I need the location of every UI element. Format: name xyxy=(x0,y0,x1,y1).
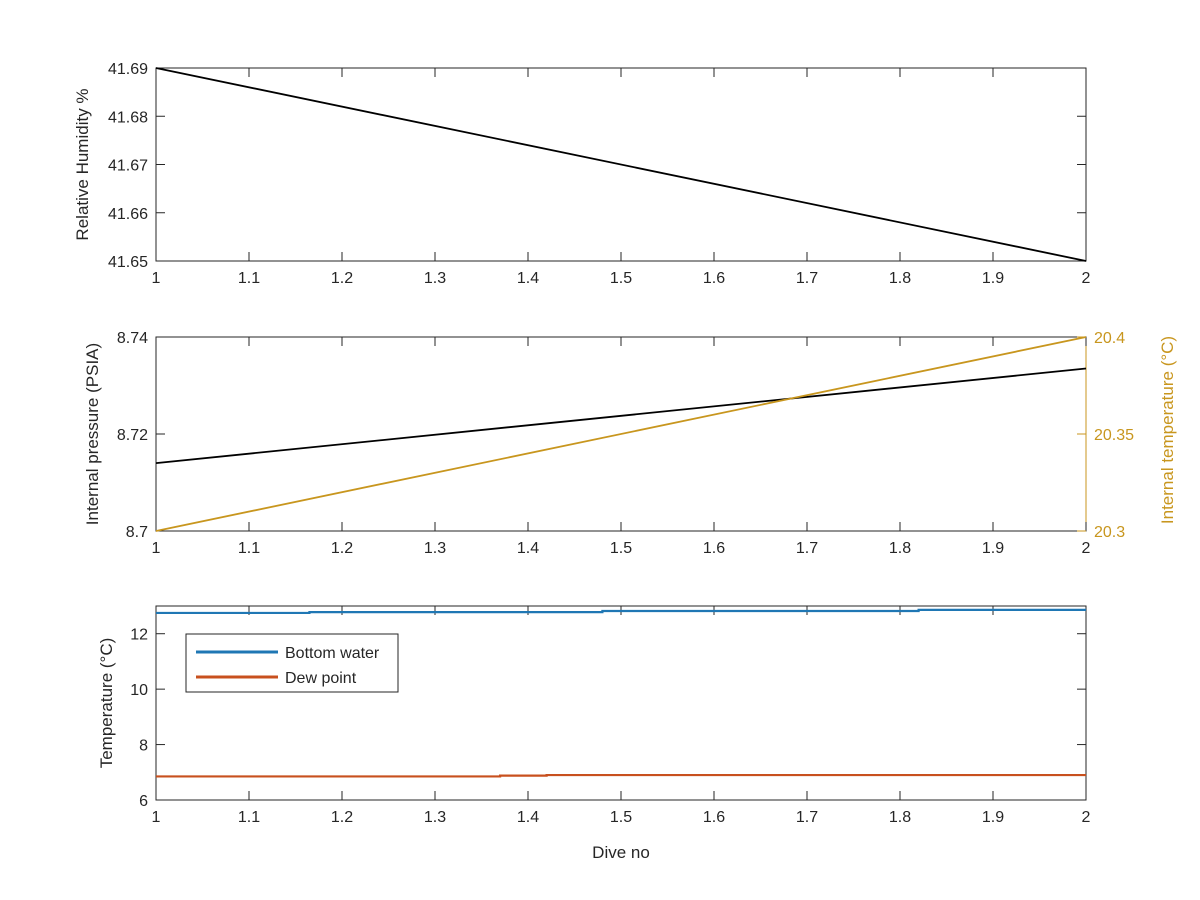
chart-panel-2: 1 1.1 1.2 1.3 1.4 1.5 1.6 1.7 1.8 1.9 2 8.7 8.72 8.74… xyxy=(83,330,1177,557)
x-tick-label: 1.4 xyxy=(517,809,539,826)
x-tick-label: 1.5 xyxy=(610,270,632,287)
x-tick-label: 1.7 xyxy=(796,270,818,287)
series-line-2 xyxy=(155,336,1087,532)
x-tick-label: 1.5 xyxy=(610,809,632,826)
y-tick-label-right: 20.4 xyxy=(1094,330,1125,347)
x-tick-label: 1.6 xyxy=(703,809,725,826)
y-tick-label: 41.68 xyxy=(108,109,148,126)
x-tick-label: 1.9 xyxy=(982,270,1004,287)
chart-panel-3: 1 1.1 1.2 1.3 1.4 1.5 1.6 1.7 1.8 1.9 2 6 8 10 12 Tempe… xyxy=(97,605,1091,862)
x-tick-label: 1 xyxy=(152,270,161,287)
y-tick-label: 6 xyxy=(139,793,148,810)
x-tick-label: 1.8 xyxy=(889,809,911,826)
x-tick-label: 2 xyxy=(1082,809,1091,826)
y-tick-label: 8.7 xyxy=(126,524,148,541)
y-tick-label: 41.66 xyxy=(108,206,148,223)
y-tick-label-right: 20.3 xyxy=(1094,524,1125,541)
series-line-bottom-water xyxy=(156,608,1086,615)
x-tick-label: 1.2 xyxy=(331,270,353,287)
x-tick-label: 1.3 xyxy=(424,270,446,287)
x-tick-label: 1.8 xyxy=(889,270,911,287)
x-tick-label: 1 xyxy=(152,540,161,557)
x-tick-label: 1.2 xyxy=(331,540,353,557)
legend-label: Bottom water xyxy=(285,645,380,662)
x-tick-label: 1.2 xyxy=(331,809,353,826)
x-tick-label: 1 xyxy=(152,809,161,826)
x-tick-label: 1.1 xyxy=(238,540,260,557)
x-tick-label: 1.6 xyxy=(703,540,725,557)
y-tick-label: 41.69 xyxy=(108,61,148,78)
x-tick-label: 1.3 xyxy=(424,540,446,557)
x-tick-label: 2 xyxy=(1082,270,1091,287)
y-tick-label: 12 xyxy=(130,627,148,644)
x-tick-label: 1.1 xyxy=(238,809,260,826)
y-tick-label: 41.65 xyxy=(108,254,148,271)
legend-label: Dew point xyxy=(285,670,357,687)
series-line-1 xyxy=(155,67,1087,262)
y-tick-label: 41.67 xyxy=(108,158,148,175)
y-tick-label: 8.74 xyxy=(117,330,148,347)
x-tick-label: 1.4 xyxy=(517,270,539,287)
x-tick-label: 1.7 xyxy=(796,809,818,826)
x-tick-label: 2 xyxy=(1082,540,1091,557)
legend: Bottom water Dew point xyxy=(185,633,399,693)
x-axis-label: Dive no xyxy=(592,843,650,862)
y-tick-label: 10 xyxy=(130,682,148,699)
y-tick-label: 8.72 xyxy=(117,427,148,444)
x-tick-label: 1.9 xyxy=(982,809,1004,826)
series-line-1 xyxy=(155,367,1087,464)
series-line-dew-point xyxy=(156,773,1086,778)
x-tick-label: 1.3 xyxy=(424,809,446,826)
y-axis-label: Internal pressure (PSIA) xyxy=(83,343,102,525)
x-tick-label: 1.7 xyxy=(796,540,818,557)
x-tick-label: 1.6 xyxy=(703,270,725,287)
chart-panel-1: 1 1.1 1.2 1.3 1.4 1.5 1.6 1.7 1.8 1.9 2 41.65 41.66 4… xyxy=(73,61,1091,287)
x-tick-label: 1.4 xyxy=(517,540,539,557)
y-tick-label: 8 xyxy=(139,738,148,755)
y-axis-label: Temperature (°C) xyxy=(97,638,116,769)
y-axis-label-right: Internal temperature (°C) xyxy=(1158,336,1177,524)
x-tick-label: 1.9 xyxy=(982,540,1004,557)
y-tick-label-right: 20.35 xyxy=(1094,427,1134,444)
x-tick-label: 1.8 xyxy=(889,540,911,557)
x-tick-label: 1.1 xyxy=(238,270,260,287)
x-tick-label: 1.5 xyxy=(610,540,632,557)
legend-box xyxy=(185,633,399,693)
y-axis-label: Relative Humidity % xyxy=(73,88,92,240)
